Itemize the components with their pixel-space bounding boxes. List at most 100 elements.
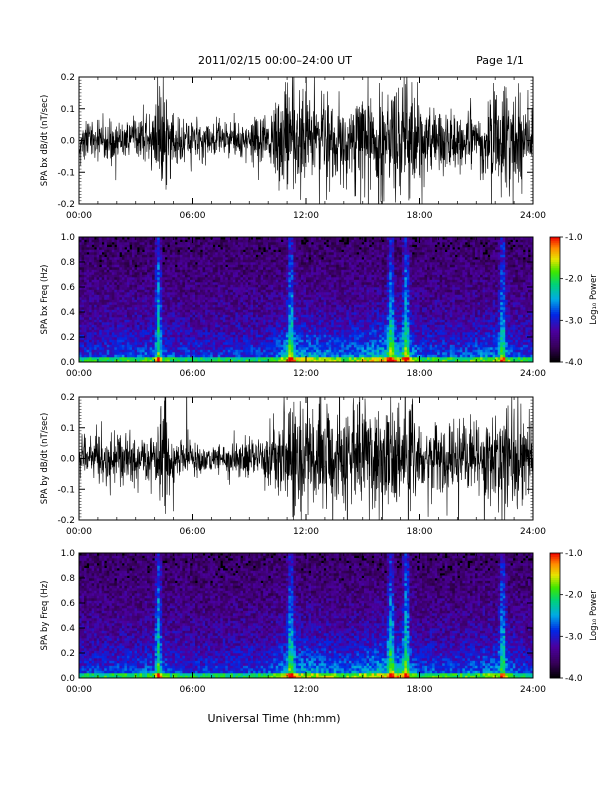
panel-1-cell — [154, 242, 158, 245]
panel-1-cell — [79, 294, 82, 298]
panel-1-cell — [298, 282, 302, 285]
panel-1-cell — [167, 302, 171, 305]
panel-1-cell — [126, 274, 130, 278]
panel-1-cell — [303, 322, 307, 325]
panel-1-cell — [268, 347, 271, 350]
panel-1-cell — [207, 322, 211, 325]
panel-1-cell — [137, 327, 140, 330]
panel-1-cell — [313, 329, 317, 333]
panel-1-cell — [174, 247, 178, 250]
panel-1-cell — [321, 269, 324, 273]
panel-1-cell — [298, 279, 302, 283]
panel-1-cell — [220, 339, 224, 343]
panel-1-cell — [313, 319, 317, 323]
panel-1-cell — [298, 359, 302, 363]
panel-1-cell — [126, 344, 130, 348]
panel-1-cell — [270, 292, 274, 295]
panel-1-cell — [179, 242, 183, 245]
panel-1-cell — [263, 292, 266, 295]
panel-1-cell — [290, 262, 294, 265]
panel-1-cell — [313, 254, 317, 258]
panel-1-cell — [174, 267, 178, 270]
panel-1-cell — [149, 299, 153, 303]
panel-1-cell — [192, 314, 196, 318]
panel-1-cell — [104, 334, 108, 338]
panel-1-cell — [207, 337, 211, 340]
panel-1-cell — [114, 317, 118, 320]
panel-1-cell — [215, 334, 219, 338]
panel-1-cell — [253, 237, 256, 240]
panel-1-cell — [89, 324, 92, 328]
panel-1-cell — [215, 309, 219, 313]
panel-1-cell — [139, 339, 143, 343]
panel-1-cell — [159, 319, 163, 323]
panel-1-cell — [99, 287, 102, 290]
panel-1-cell — [242, 342, 246, 345]
panel-1-cell — [91, 252, 95, 255]
panel-1-cell — [96, 284, 100, 288]
panel-1-cell — [131, 302, 135, 305]
panel-1-cell — [164, 334, 168, 338]
panel-1-cell — [200, 284, 203, 288]
panel-1-cell — [210, 264, 213, 268]
panel-1-cell — [79, 334, 82, 338]
panel-1-cell — [278, 307, 282, 310]
panel-1-cell — [311, 359, 314, 363]
panel-1-cell — [114, 267, 118, 270]
panel-1-cell — [280, 337, 284, 340]
panel-1-cell — [273, 339, 277, 343]
panel-1-cell — [300, 299, 304, 303]
panel-1-cell — [278, 264, 282, 268]
panel-1-cell — [316, 352, 319, 355]
panel-1-cell — [207, 327, 211, 330]
panel-1-cell — [182, 309, 186, 313]
panel-1-cell — [101, 314, 105, 318]
panel-1-cell — [137, 274, 140, 278]
panel-1-cell — [242, 269, 246, 273]
panel-1-cell — [79, 249, 82, 253]
panel-1-cell — [189, 319, 193, 323]
panel-1-cell — [111, 239, 115, 243]
panel-1-cell — [288, 289, 292, 293]
panel-1-cell — [245, 239, 249, 243]
panel-1-cell — [189, 349, 193, 353]
panel-1-cell — [313, 334, 317, 338]
panel-1-cell — [104, 244, 108, 248]
panel-1-cell — [81, 252, 85, 255]
panel-1-cell — [121, 239, 125, 243]
panel-1-cell — [119, 322, 123, 325]
panel-1-cell — [195, 344, 198, 348]
panel-1-cell — [255, 282, 259, 285]
panel-1-cell — [144, 257, 148, 260]
panel-1-cell — [240, 304, 244, 308]
panel-1-cell — [311, 269, 314, 273]
panel-1-cell — [245, 259, 249, 263]
panel-1-cell — [126, 317, 130, 320]
panel-1-cell — [89, 329, 92, 333]
panel-1-cell — [285, 277, 289, 280]
panel-0-xtick-label: 00:00 — [66, 211, 92, 221]
panel-1-cell — [220, 332, 224, 335]
panel-1-cell — [114, 272, 118, 275]
panel-1-cell — [316, 314, 319, 318]
panel-1-cell — [182, 324, 186, 328]
panel-1-cell — [144, 272, 148, 275]
panel-1-cell — [149, 334, 153, 338]
panel-1-cell — [154, 267, 158, 270]
panel-1-cell — [207, 349, 211, 353]
panel-1-cell — [212, 312, 216, 315]
panel-1-cell — [225, 332, 229, 335]
panel-1-cell — [202, 272, 206, 275]
panel-1-cell — [79, 322, 82, 325]
panel-1-cell — [147, 254, 150, 258]
panel-1-cell — [202, 319, 206, 323]
panel-1-cell — [275, 312, 279, 315]
panel-1-cell — [121, 349, 125, 353]
panel-1-cell — [283, 324, 287, 328]
panel-1-cell — [237, 357, 241, 360]
panel-1-cell — [131, 284, 135, 288]
panel-1-cell — [220, 309, 224, 313]
panel-1-cell — [177, 289, 181, 293]
panel-1-cell — [195, 302, 198, 305]
panel-1-cell — [94, 357, 97, 360]
